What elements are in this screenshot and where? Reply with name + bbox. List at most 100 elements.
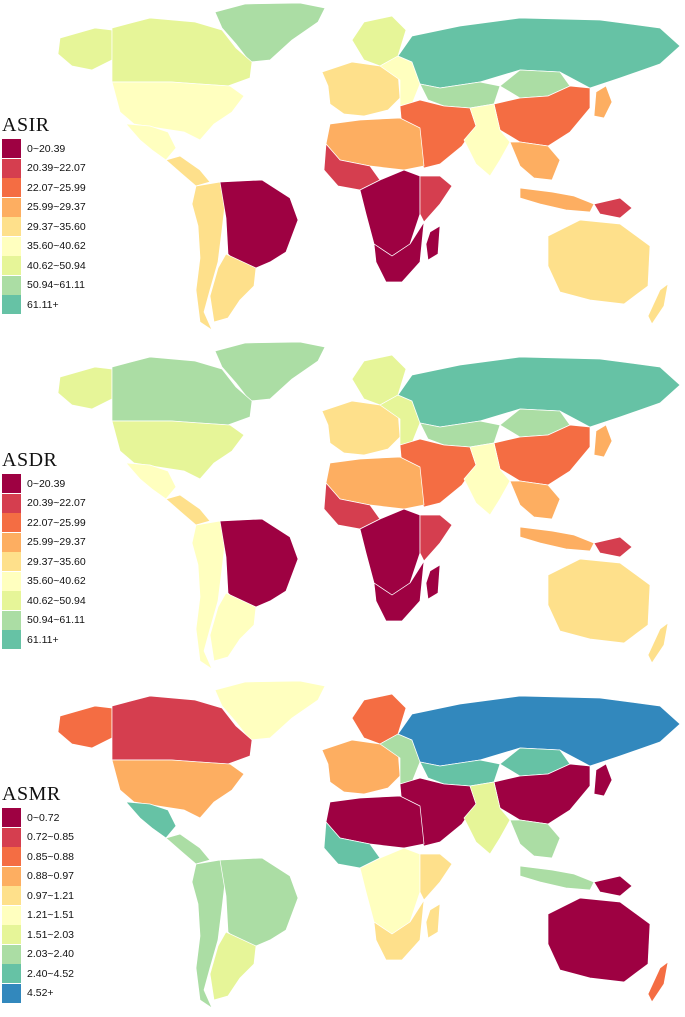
legend-label: 35.60~40.62 xyxy=(27,575,86,588)
asir-legend: ASIR 0~20.39 20.39~22.07 22.07~25.99 25.99~… xyxy=(2,114,86,315)
legend-label: 40.62~50.94 xyxy=(27,259,86,272)
region-new-zealand xyxy=(647,961,669,1003)
region-mexico xyxy=(125,462,177,500)
legend-item: 40.62~50.94 xyxy=(2,256,86,276)
asir-map-panel: ASIR 0~20.39 20.39~22.07 22.07~25.99 25.99~… xyxy=(0,0,685,339)
legend-item: 20.39~22.07 xyxy=(2,158,86,179)
region-greenland xyxy=(214,2,326,63)
legend-swatch xyxy=(2,474,21,494)
legend-item: 29.37~35.60 xyxy=(2,217,86,237)
legend-item: 61.11+ xyxy=(2,295,86,315)
legend-swatch xyxy=(2,158,21,178)
region-europe-north xyxy=(351,693,407,745)
legend-label: 61.11+ xyxy=(27,633,59,646)
legend-swatch xyxy=(2,827,21,847)
legend-item: 35.60~40.62 xyxy=(2,236,86,257)
legend-item: 35.60~40.62 xyxy=(2,571,86,592)
region-east-africa xyxy=(419,175,453,223)
legend-label: 25.99~29.37 xyxy=(27,536,86,549)
region-central-africa xyxy=(359,508,421,596)
asmr-map-panel: ASMR 0~0.72 0.72~0.85 0.85~0.88 0.88~0.97 0.… xyxy=(0,678,685,1017)
legend-swatch xyxy=(2,808,21,828)
legend-label: 0.97~1.21 xyxy=(27,889,75,902)
legend-swatch xyxy=(2,630,21,650)
asir-world-map xyxy=(57,2,681,331)
legend-label: 0.72~0.85 xyxy=(27,831,75,844)
region-europe-west xyxy=(321,400,401,456)
region-japan xyxy=(593,763,613,797)
asdr-map-panel: ASDR 0~20.39 20.39~22.07 22.07~25.99 25.99~… xyxy=(0,339,685,678)
region-png xyxy=(593,197,633,219)
legend-item: 1.21~1.51 xyxy=(2,905,75,926)
legend-item: 50.94~61.11 xyxy=(2,610,86,631)
region-southern-africa xyxy=(373,899,425,961)
legend-swatch xyxy=(2,139,21,159)
region-southern-cone xyxy=(209,592,257,662)
region-central-america xyxy=(165,155,211,187)
legend-label: 1.21~1.51 xyxy=(27,909,75,922)
legend-item: 0~20.39 xyxy=(2,474,86,494)
legend-label: 2.03~2.40 xyxy=(27,948,75,961)
asdr-world-map xyxy=(57,341,681,670)
legend-item: 0.85~0.88 xyxy=(2,847,74,867)
region-south-asia xyxy=(463,442,511,516)
region-greenland xyxy=(214,680,326,741)
legend-item: 0.97~1.21 xyxy=(2,886,74,906)
legend-label: 40.62~50.94 xyxy=(27,594,86,607)
legend-label: 50.94~61.11 xyxy=(27,614,85,627)
region-alaska xyxy=(57,27,113,71)
region-alaska xyxy=(57,366,113,410)
legend-label: 0~20.39 xyxy=(27,477,66,490)
region-central-america xyxy=(165,833,211,865)
region-east-africa xyxy=(419,514,453,562)
legend-swatch xyxy=(2,591,21,611)
legend-swatch xyxy=(2,944,21,964)
legend-item: 61.11+ xyxy=(2,630,86,650)
region-australia xyxy=(547,558,651,644)
legend-swatch xyxy=(2,964,21,984)
region-png xyxy=(593,875,633,897)
legend-swatch xyxy=(2,178,21,198)
region-southern-africa xyxy=(373,221,425,283)
region-brazil xyxy=(219,518,299,608)
legend-swatch xyxy=(2,925,21,945)
legend-swatch xyxy=(2,217,21,237)
region-mexico xyxy=(125,123,177,161)
region-indonesia xyxy=(519,865,595,891)
legend-swatch xyxy=(2,493,21,513)
legend-label: 22.07~25.99 xyxy=(27,516,86,529)
legend-item: 40.62~50.94 xyxy=(2,591,86,611)
region-southern-cone xyxy=(209,931,257,1001)
legend-swatch xyxy=(2,571,21,591)
legend-label: 35.60~40.62 xyxy=(27,240,86,253)
legend-item: 20.39~22.07 xyxy=(2,493,86,514)
legend-item: 22.07~25.99 xyxy=(2,513,86,533)
legend-label: 0~20.39 xyxy=(27,142,66,155)
region-china xyxy=(493,424,591,486)
legend-item: 2.03~2.40 xyxy=(2,944,75,965)
legend-label: 2.40~4.52 xyxy=(27,967,75,980)
legend-swatch xyxy=(2,847,21,867)
legend-swatch xyxy=(2,532,21,552)
legend-swatch xyxy=(2,552,21,572)
region-southeast-asia xyxy=(509,480,561,520)
legend-item: 50.94~61.11 xyxy=(2,275,86,296)
legend-item: 2.40~4.52 xyxy=(2,964,74,984)
asir-legend-title: ASIR xyxy=(2,114,50,136)
legend-label: 0.88~0.97 xyxy=(27,870,75,883)
region-europe-west xyxy=(321,61,401,117)
legend-swatch xyxy=(2,236,21,256)
legend-swatch xyxy=(2,513,21,533)
region-central-africa xyxy=(359,847,421,935)
legend-label: 0~0.72 xyxy=(27,811,60,824)
region-japan xyxy=(593,424,613,458)
legend-label: 20.39~22.07 xyxy=(27,497,86,510)
legend-swatch xyxy=(2,197,21,217)
asmr-legend-title: ASMR xyxy=(2,783,61,805)
legend-item: 0.88~0.97 xyxy=(2,866,75,887)
legend-item: 0~0.72 xyxy=(2,808,74,828)
legend-label: 1.51~2.03 xyxy=(27,928,75,941)
legend-label: 29.37~35.60 xyxy=(27,555,86,568)
asmr-legend: ASMR 0~0.72 0.72~0.85 0.85~0.88 0.88~0.97 0.… xyxy=(2,783,74,1003)
legend-swatch xyxy=(2,866,21,886)
